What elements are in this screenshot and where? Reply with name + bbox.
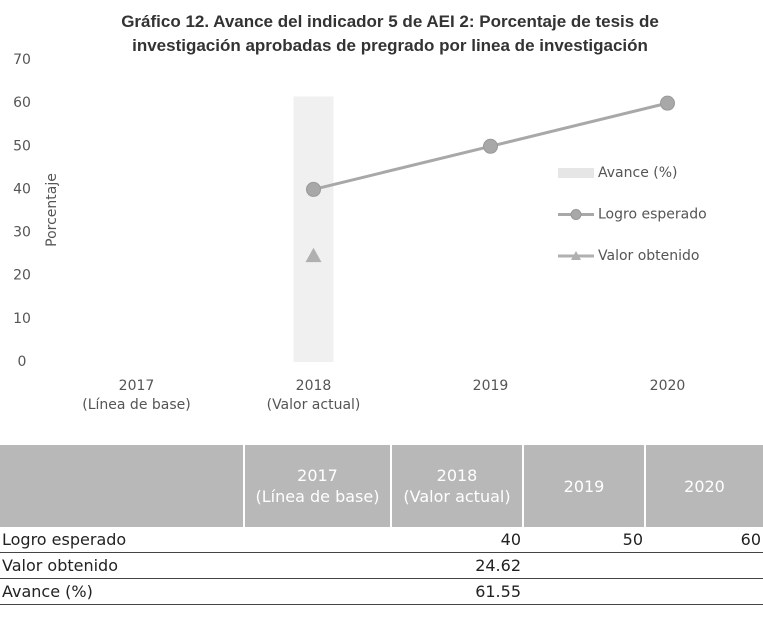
marker xyxy=(660,95,675,111)
bar xyxy=(293,96,334,362)
y-tick-label: 60 xyxy=(13,95,31,111)
cell: 24.62 xyxy=(391,552,523,579)
row-label: Valor obtenido xyxy=(0,552,244,579)
cell xyxy=(244,527,391,553)
chart: Porcentaje 0 10 20 30 40 50 60 70 Avance (%) Logr… xyxy=(13,52,707,370)
cell xyxy=(244,578,391,605)
legend-label: Logro esperado xyxy=(598,207,707,223)
cell xyxy=(645,552,763,579)
table-row: Avance (%) 61.55 xyxy=(0,578,763,605)
data-table: 2017 (Línea de base) 2018 (Valor actual)… xyxy=(0,445,763,605)
x-tick-label: 2020 xyxy=(649,378,686,394)
y-tick-label: 0 xyxy=(18,354,27,370)
table-row: Logro esperado 40 50 60 xyxy=(0,527,763,553)
cell: 50 xyxy=(523,527,645,553)
cell: 40 xyxy=(391,527,523,553)
cell xyxy=(523,578,645,605)
x-tick-label: 2017 (Línea de base) xyxy=(82,378,191,413)
marker xyxy=(483,138,498,154)
legend-swatch xyxy=(570,209,582,220)
legend-swatch xyxy=(558,168,594,178)
y-tick-label: 20 xyxy=(13,268,31,284)
row-label: Logro esperado xyxy=(0,527,244,553)
row-label: Avance (%) xyxy=(0,578,244,605)
cell: 61.55 xyxy=(391,578,523,605)
y-tick-label: 40 xyxy=(13,181,31,197)
y-tick-label: 30 xyxy=(13,225,31,241)
header-cell: 2017 (Línea de base) xyxy=(243,445,391,527)
header-cell: 2019 xyxy=(522,445,645,527)
cell xyxy=(244,552,391,579)
header-cell xyxy=(0,445,244,527)
header-row: 2017 (Línea de base) 2018 (Valor actual)… xyxy=(0,445,763,527)
cell: 60 xyxy=(645,527,763,553)
y-tick-label: 70 xyxy=(13,52,31,68)
legend-label: Valor obtenido xyxy=(598,248,700,264)
cell xyxy=(645,578,763,605)
legend-swatch xyxy=(571,251,581,260)
legend-label: Avance (%) xyxy=(598,165,677,181)
y-tick-label: 10 xyxy=(13,311,31,327)
chart-title: Gráfico 12. Avance del indicador 5 de AE… xyxy=(121,12,659,55)
x-tick-label: 2019 xyxy=(472,378,509,394)
y-axis-title: Porcentaje xyxy=(44,173,60,247)
x-tick-label: 2018 (Valor actual) xyxy=(266,378,361,413)
header-cell: 2018 (Valor actual) xyxy=(390,445,523,527)
cell xyxy=(523,552,645,579)
table-row: Valor obtenido 24.62 xyxy=(0,552,763,579)
marker xyxy=(306,181,321,197)
y-tick-label: 50 xyxy=(13,138,31,154)
header-cell: 2020 xyxy=(644,445,763,527)
marker xyxy=(305,247,322,263)
